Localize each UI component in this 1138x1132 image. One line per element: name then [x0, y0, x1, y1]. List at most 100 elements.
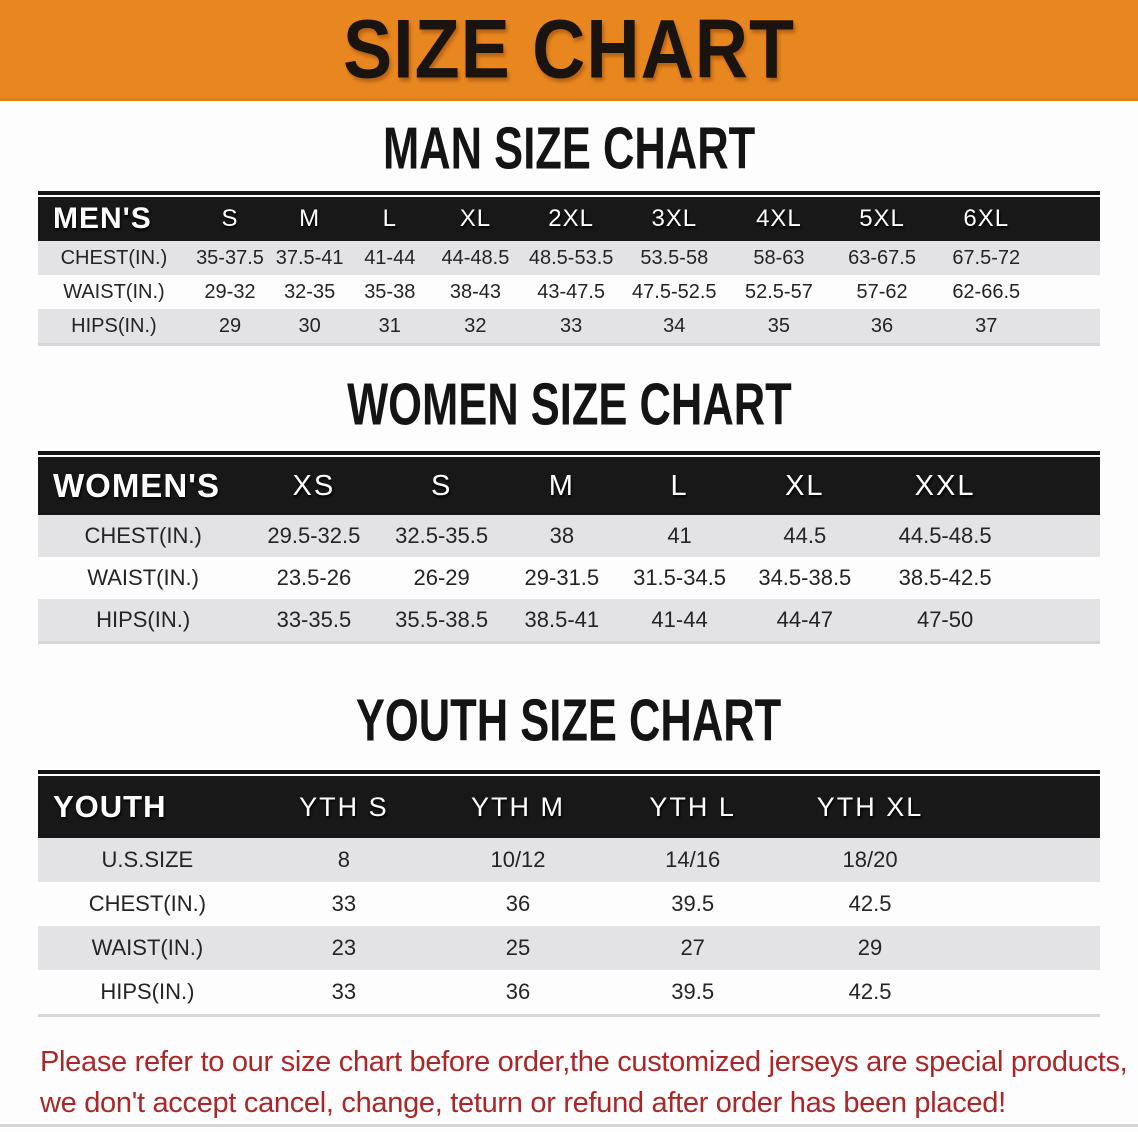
table-cell: 10/12 — [490, 847, 546, 872]
table-cell: 48.5-53.5 — [528, 246, 614, 269]
table-cell: 29-31.5 — [524, 565, 600, 590]
cell-filler — [960, 926, 1100, 970]
heading-text: YOUTH SIZE CHART — [356, 687, 782, 754]
cell-filler — [960, 882, 1100, 926]
table-cell: 31 — [378, 314, 401, 337]
table-cell: 63-67.5 — [848, 246, 916, 269]
table-row-chest-in: CHEST(IN.) 35-37.5 37.5-41 41-44 44-48.5 48.5… — [38, 241, 1100, 275]
man-size-chart-heading: MAN SIZE CHART — [0, 115, 1138, 182]
cell-filler — [1020, 557, 1100, 599]
table-cell: 38-43 — [449, 280, 501, 303]
row-label: HIPS(IN.) — [71, 314, 157, 337]
row-label: CHEST(IN.) — [84, 523, 202, 548]
cell-filler — [1020, 599, 1100, 641]
column-header-s: S — [379, 457, 504, 515]
heading-text: MAN SIZE CHART — [382, 115, 756, 182]
row-label: HIPS(IN.) — [100, 979, 195, 1004]
row-label: U.S.SIZE — [101, 847, 194, 872]
table-row-u-s-size: U.S.SIZE 8 10/12 14/16 18/20 — [38, 838, 1100, 882]
column-header-s: S — [189, 197, 271, 241]
table-cell: 53.5-58 — [640, 246, 709, 269]
table-cell: 33 — [331, 979, 357, 1004]
table-cell: 42.5 — [848, 891, 892, 916]
table-cell: 26-29 — [413, 565, 470, 590]
column-header-m: M — [503, 457, 620, 515]
table-row-chest-in: CHEST(IN.) 33 36 39.5 42.5 — [38, 882, 1100, 926]
column-header-yth-xl: YTH XL — [780, 776, 960, 838]
column-header-4xl: 4XL — [726, 197, 831, 241]
table-cell: 33-35.5 — [276, 607, 352, 632]
table-cell: 14/16 — [665, 847, 721, 872]
row-label: CHEST(IN.) — [88, 891, 207, 916]
row-label: WAIST(IN.) — [87, 565, 199, 590]
table-corner-label: YOUTH — [38, 776, 257, 838]
table-cell: 29 — [218, 314, 242, 337]
youth-size-chart-section: YOUTH SIZE CHART YOUTH YTH S YTH M YTH L YTH … — [0, 687, 1138, 1017]
table-cell: 62-66.5 — [952, 280, 1021, 303]
table-cell: 38.5-41 — [524, 607, 600, 632]
table-cell: 35 — [767, 314, 791, 337]
table-cell: 29-32 — [204, 280, 256, 303]
table-cell: 31.5-34.5 — [633, 565, 727, 590]
header-row: MEN'S S M L XL 2XL 3XL 4XL 5XL 6XL — [38, 197, 1100, 241]
man-size-chart-table: MEN'S S M L XL 2XL 3XL 4XL 5XL 6XL CHEST(IN.) 35-37… — [38, 197, 1100, 343]
cell-filler — [1039, 275, 1100, 309]
table-cell: 44-47 — [776, 607, 833, 632]
table-row-chest-in: CHEST(IN.) 29.5-32.5 32.5-35.5 38 41 44.5 44.5… — [38, 515, 1100, 557]
table-cell: 35-38 — [364, 280, 416, 303]
table-row-waist-in: WAIST(IN.) 23.5-26 26-29 29-31.5 31.5-34.5 34… — [38, 557, 1100, 599]
table-cell: 44.5-48.5 — [898, 523, 992, 548]
table-cell: 38.5-42.5 — [898, 565, 992, 590]
table-cell: 67.5-72 — [952, 246, 1021, 269]
man-size-chart-table-frame: MEN'S S M L XL 2XL 3XL 4XL 5XL 6XL CHEST(IN.) 35-37… — [38, 191, 1100, 346]
table-cell: 43-47.5 — [537, 280, 606, 303]
header-row: YOUTH YTH S YTH M YTH L YTH XL — [38, 776, 1100, 838]
header-row: WOMEN'S XS S M L XL XXL — [38, 457, 1100, 515]
table-corner-label: MEN'S — [38, 197, 190, 241]
table-cell: 36 — [505, 891, 531, 916]
footnote-line2: we don't accept cancel, change, teturn o… — [40, 1087, 1006, 1119]
table-cell: 35-37.5 — [196, 246, 264, 269]
column-header-2xl: 2XL — [520, 197, 622, 241]
cell-filler — [960, 970, 1100, 1014]
cell-filler — [1039, 241, 1100, 275]
heading-text: WOMEN SIZE CHART — [346, 371, 792, 438]
table-cell: 32-35 — [284, 280, 336, 303]
table-cell: 34 — [663, 314, 686, 337]
table-cell: 27 — [680, 935, 705, 960]
column-header-5xl: 5XL — [830, 197, 934, 241]
table-cell: 37 — [975, 314, 998, 337]
header-filler — [1019, 457, 1100, 515]
table-cell: 38 — [549, 523, 575, 548]
youth-size-chart-table: YOUTH YTH S YTH M YTH L YTH XL U.S.SIZE 8 10/12… — [38, 776, 1100, 1014]
header-filler — [959, 776, 1100, 838]
table-cell: 18/20 — [842, 847, 898, 872]
women-size-chart-section: WOMEN SIZE CHART WOMEN'S XS S M L XL XXL CHEST(I… — [0, 371, 1138, 644]
table-cell: 39.5 — [671, 979, 715, 1004]
column-header-xs: XS — [248, 457, 380, 515]
table-cell: 47-50 — [916, 607, 974, 632]
table-row-hips-in: HIPS(IN.) 33 36 39.5 42.5 — [38, 970, 1100, 1014]
youth-size-chart-table-frame: YOUTH YTH S YTH M YTH L YTH XL U.S.SIZE 8 10/12… — [38, 770, 1100, 1017]
column-header-m: M — [270, 197, 350, 241]
table-cell: 32.5-35.5 — [395, 523, 489, 548]
sections-container: MAN SIZE CHART MEN'S S M L XL 2XL 3XL 4XL 5XL 6XL C… — [0, 115, 1138, 1017]
column-header-3xl: 3XL — [621, 197, 727, 241]
column-header-xxl: XXL — [870, 457, 1020, 515]
table-cell: 44.5 — [783, 523, 827, 548]
table-cell: 42.5 — [848, 979, 892, 1004]
table-cell: 41 — [667, 523, 692, 548]
cell-filler — [1039, 309, 1100, 343]
table-row-waist-in: WAIST(IN.) 29-32 32-35 35-38 38-43 43-47.5 47.… — [38, 275, 1100, 309]
banner-title: SIZE CHART — [342, 2, 796, 96]
table-cell: 34.5-38.5 — [758, 565, 852, 590]
table-cell: 41-44 — [364, 246, 416, 269]
table-cell: 47.5-52.5 — [632, 280, 717, 303]
row-label: CHEST(IN.) — [60, 246, 168, 269]
man-size-chart-section: MAN SIZE CHART MEN'S S M L XL 2XL 3XL 4XL 5XL 6XL C… — [0, 115, 1138, 346]
table-row-hips-in: HIPS(IN.) 29 30 31 32 33 34 35 36 37 — [38, 309, 1100, 343]
table-corner-label: WOMEN'S — [38, 457, 249, 515]
women-size-chart-heading: WOMEN SIZE CHART — [0, 371, 1138, 438]
column-header-xl: XL — [430, 197, 521, 241]
column-header-yth-m: YTH M — [430, 776, 606, 838]
